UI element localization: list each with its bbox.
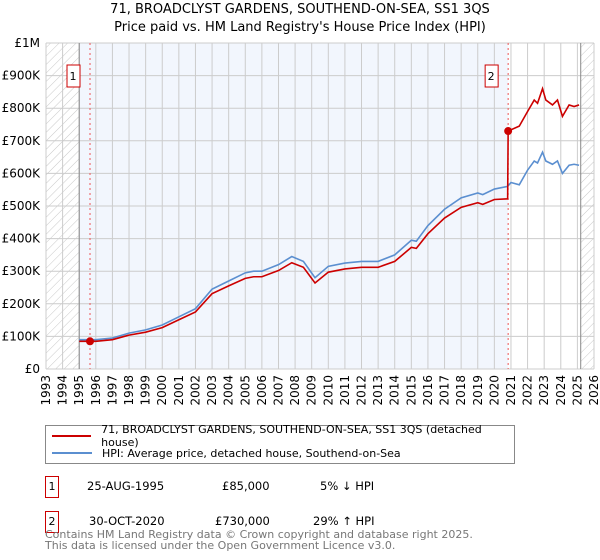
legend-swatch-blue — [52, 452, 92, 454]
x-tick-label: 2001 — [172, 375, 186, 406]
transaction-price: £85,000 — [222, 479, 270, 493]
x-tick-label: 1995 — [72, 375, 86, 406]
x-tick-label: 2011 — [338, 375, 352, 406]
x-tick-label: 2018 — [454, 375, 468, 406]
y-tick-label: £100K — [2, 329, 42, 343]
y-tick-label: £200K — [2, 297, 42, 311]
transaction-row: 2 30-OCT-2020 £730,000 29% ↑ HPI — [45, 511, 565, 533]
y-tick-label: £800K — [2, 101, 42, 115]
y-tick-label: £400K — [2, 232, 42, 246]
x-tick-label: 2023 — [537, 375, 551, 406]
y-tick-label: £500K — [2, 199, 42, 213]
chart-subtitle: Price paid vs. HM Land Registry's House … — [114, 20, 486, 35]
x-tick-label: 2026 — [587, 375, 600, 406]
legend-label: 71, BROADCLYST GARDENS, SOUTHEND-ON-SEA,… — [101, 423, 482, 449]
x-tick-label: 1997 — [105, 375, 119, 406]
x-tick-label: 2002 — [188, 375, 202, 406]
x-tick-label: 1999 — [139, 375, 153, 406]
x-tick-label: 2008 — [288, 375, 302, 406]
x-tick-label: 1998 — [122, 375, 136, 406]
x-tick-label: 2009 — [305, 375, 319, 406]
x-tick-label: 1996 — [89, 375, 103, 406]
legend-label: HPI: Average price, detached house, Sout… — [102, 446, 401, 460]
transaction-date: 25-AUG-1995 — [87, 479, 165, 493]
sale-point — [86, 337, 95, 346]
x-tick-label: 2012 — [355, 375, 369, 406]
price-chart: 1993 1994 1995 1996 1997 1998 1999 2000 2001 2002… — [2, 36, 600, 406]
footer-copyright: Contains HM Land Registry data © Crown c… — [45, 528, 473, 541]
x-tick-label: 2022 — [521, 375, 535, 406]
transaction-price: £730,000 — [215, 514, 270, 528]
x-tick-label: 2010 — [321, 375, 335, 406]
series-line — [79, 85, 580, 343]
transaction-hpi: 5% ↓ HPI — [320, 479, 375, 493]
x-tick-label: 1993 — [39, 375, 53, 406]
y-tick-label: £600K — [2, 166, 42, 180]
footer-licence: This data is licensed under the Open Gov… — [45, 539, 396, 552]
x-tick-label: 2004 — [222, 375, 236, 406]
y-tick-label: £900K — [2, 69, 42, 83]
transaction-hpi: 29% ↑ HPI — [313, 514, 375, 528]
x-tick-label: 2005 — [238, 375, 252, 406]
x-tick-label: 2000 — [155, 375, 169, 406]
x-tick-label: 2019 — [471, 375, 485, 406]
x-tick-label: 2006 — [255, 375, 269, 406]
transaction-badge: 2 — [45, 511, 59, 533]
transaction-date: 30-OCT-2020 — [89, 514, 165, 528]
x-tick-label: 2013 — [371, 375, 385, 406]
legend-item-property: 71, BROADCLYST GARDENS, SOUTHEND-ON-SEA,… — [52, 423, 514, 449]
x-tick-label: 2025 — [570, 375, 584, 406]
transaction-badge: 1 — [45, 476, 59, 498]
x-tick-label: 2024 — [554, 375, 568, 406]
annotation-label: 2 — [488, 70, 495, 83]
x-tick-label: 2015 — [404, 375, 418, 406]
series-line — [79, 150, 580, 341]
x-tick-label: 2003 — [205, 375, 219, 406]
x-tick-label: 2016 — [421, 375, 435, 406]
transaction-row: 1 25-AUG-1995 £85,000 5% ↓ HPI — [45, 476, 565, 498]
sale-point — [504, 127, 513, 136]
annotation-label: 1 — [70, 70, 77, 83]
legend: 71, BROADCLYST GARDENS, SOUTHEND-ON-SEA,… — [45, 423, 515, 464]
x-tick-label: 2021 — [504, 375, 518, 406]
annotation-box — [66, 64, 81, 88]
y-tick-label: £700K — [2, 134, 42, 148]
chart-title: 71, BROADCLYST GARDENS, SOUTHEND-ON-SEA,… — [110, 2, 490, 17]
legend-swatch-red — [52, 435, 92, 437]
x-tick-label: 2014 — [388, 375, 402, 406]
x-tick-label: 2007 — [271, 375, 285, 406]
legend-item-hpi: HPI: Average price, detached house, Sout… — [52, 445, 401, 461]
x-tick-label: 2017 — [438, 375, 452, 406]
x-tick-label: 2020 — [487, 375, 501, 406]
y-tick-label: £1M — [14, 36, 40, 50]
y-tick-label: £300K — [2, 264, 42, 278]
annotation-box — [484, 64, 499, 88]
x-tick-label: 1994 — [56, 375, 70, 406]
y-tick-label: £0 — [25, 362, 40, 376]
